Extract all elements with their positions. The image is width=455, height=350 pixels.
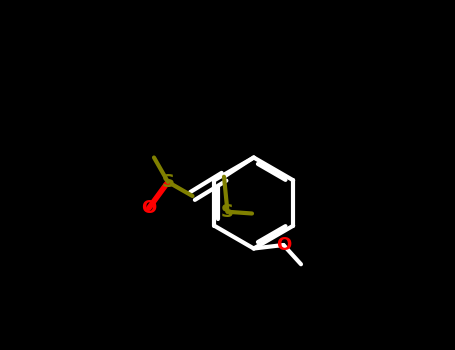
Text: O: O — [276, 236, 291, 254]
Text: S: S — [221, 203, 234, 221]
Text: S: S — [162, 173, 175, 191]
Text: O: O — [141, 199, 157, 217]
